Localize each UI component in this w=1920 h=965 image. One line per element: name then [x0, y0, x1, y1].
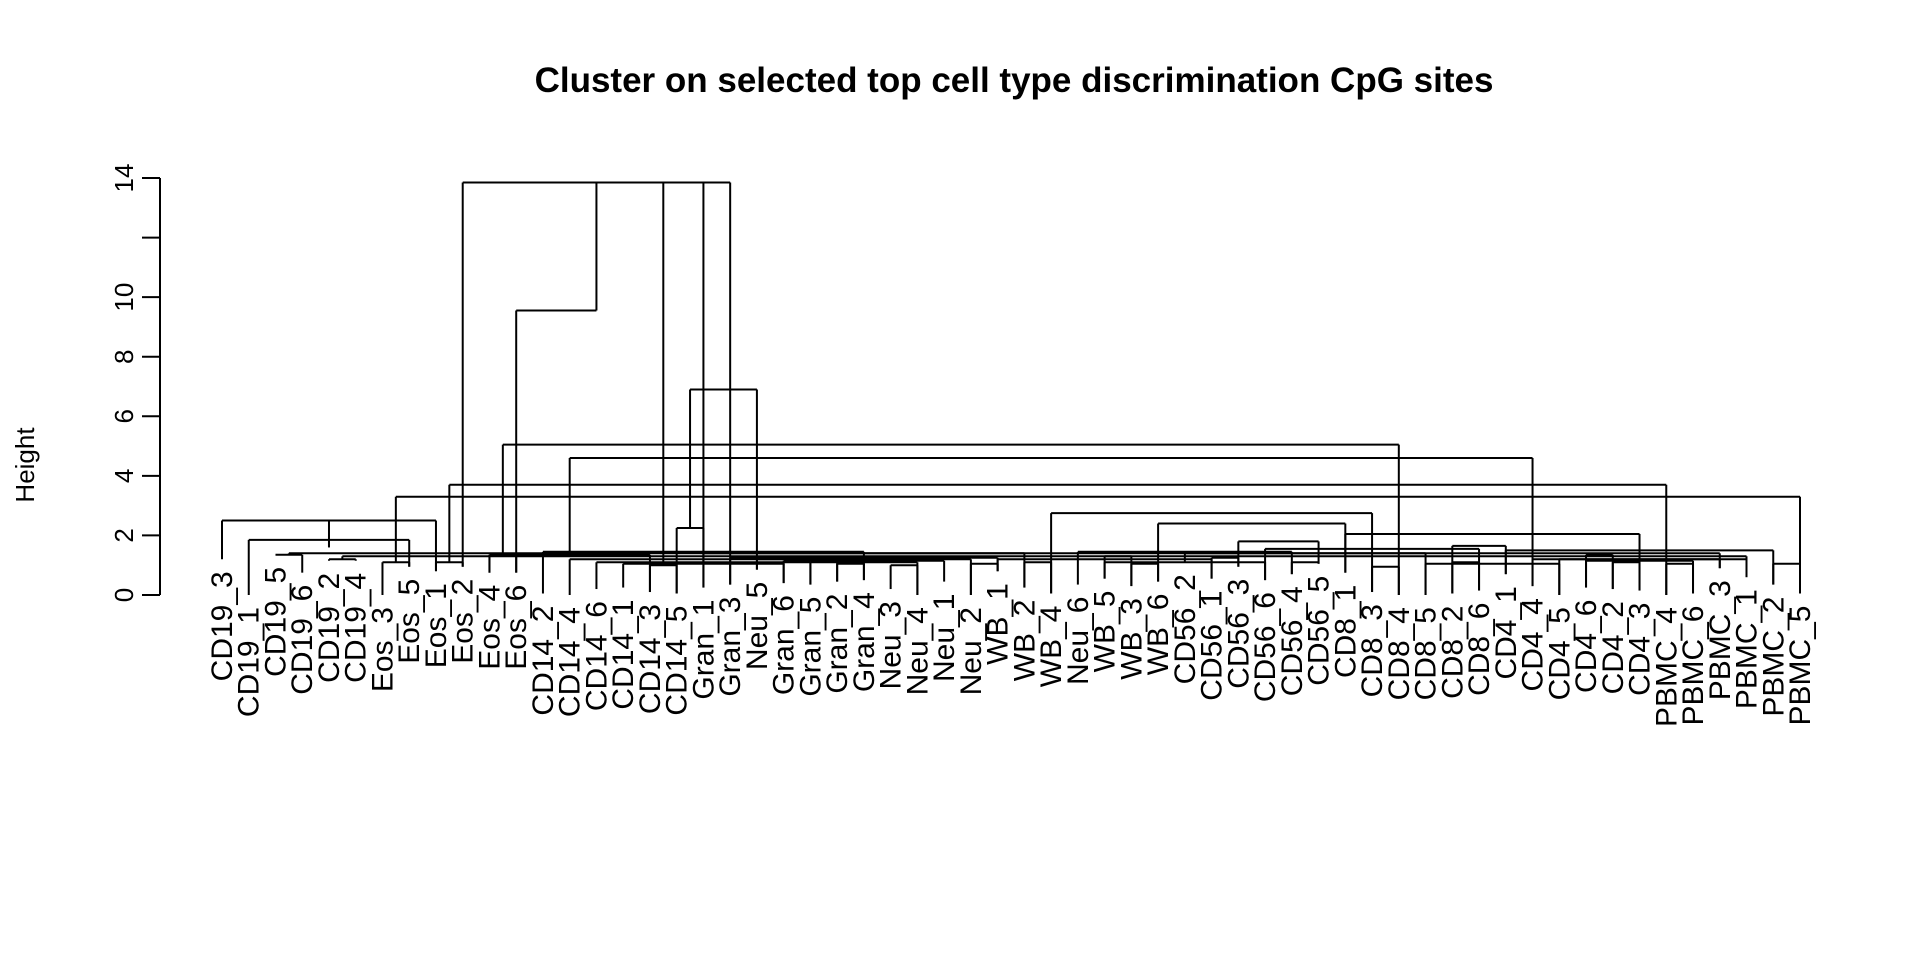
leaf-label: CD56_3: [1222, 579, 1255, 689]
leaf-label: CD8_6: [1463, 603, 1496, 696]
leaf-label: CD4_3: [1624, 603, 1657, 696]
chart-title: Cluster on selected top cell type discri…: [535, 61, 1494, 100]
leaf-label: CD19_5: [259, 567, 292, 677]
leaf-label: Gran_3: [714, 597, 747, 697]
y-tick-label: 0: [109, 588, 139, 602]
leaf-label: PBMC_5: [1784, 606, 1817, 726]
leaf-label: CD19_1: [233, 607, 266, 717]
leaf-label: CD56_4: [1276, 586, 1309, 696]
leaf-label: Gran_1: [687, 600, 720, 700]
leaf-label: CD14_2: [527, 606, 560, 716]
y-tick-label: 10: [109, 283, 139, 312]
leaf-label: Neu_1: [928, 594, 961, 682]
leaf-label: WB_2: [1008, 600, 1041, 682]
leaf-label: WB_4: [1035, 606, 1068, 688]
leaf-label: CD19_4: [340, 573, 373, 683]
leaf-label: CD8_2: [1436, 606, 1469, 699]
leaf-label: Neu_3: [875, 601, 908, 689]
dendrogram-tree: [221, 181, 1801, 595]
leaf-label: CD4_5: [1543, 607, 1576, 700]
leaf-label: PBMC_2: [1757, 597, 1790, 717]
y-tick-label: 14: [109, 164, 139, 193]
leaf-label: CD8_4: [1383, 607, 1416, 700]
leaf-label: WB_6: [1142, 594, 1175, 676]
leaf-label: Gran_4: [848, 592, 881, 692]
leaf-label: CD8_3: [1356, 604, 1389, 697]
leaf-label: CD56_2: [1169, 574, 1202, 684]
y-tick-label: 2: [109, 528, 139, 542]
y-axis-label: Height: [10, 427, 40, 503]
leaf-label: CD4_6: [1570, 600, 1603, 693]
leaf-label: Gran_6: [768, 595, 801, 695]
leaf-label: CD4_4: [1517, 598, 1550, 691]
leaf-label: CD56_1: [1196, 591, 1229, 701]
leaf-label: Eos_5: [393, 579, 426, 664]
leaf-label: CD8_1: [1329, 585, 1362, 678]
leaf-label: CD14_5: [661, 606, 694, 716]
leaf-label: PBMC_6: [1677, 606, 1710, 726]
leaf-label: Eos_6: [500, 585, 533, 670]
leaf-labels: CD19_3CD19_1CD19_5CD19_6CD19_2CD19_4Eos_…: [206, 567, 1817, 727]
leaf-label: CD19_6: [286, 585, 319, 695]
leaf-label: CD4_2: [1597, 601, 1630, 694]
leaf-label: CD14_6: [580, 601, 613, 711]
leaf-label: Eos_1: [420, 583, 453, 668]
leaf-label: Neu_2: [955, 607, 988, 695]
leaf-label: CD14_4: [554, 607, 587, 717]
leaf-label: Gran_2: [821, 594, 854, 694]
leaf-label: Neu_6: [1062, 597, 1095, 685]
leaf-label: Eos_3: [366, 607, 399, 692]
leaf-label: CD19_3: [206, 571, 239, 681]
y-tick-label: 4: [109, 469, 139, 483]
leaf-label: Gran_5: [794, 597, 827, 697]
y-tick-label: 6: [109, 409, 139, 423]
leaf-label: PBMC_1: [1731, 589, 1764, 709]
leaf-label: CD14_1: [607, 600, 640, 710]
leaf-label: Neu_5: [741, 582, 774, 670]
leaf-label: Eos_2: [447, 579, 480, 664]
leaf-label: Neu_4: [901, 607, 934, 695]
leaf-label: WB_1: [982, 583, 1015, 665]
leaf-label: CD56_6: [1249, 592, 1282, 702]
leaf-label: PBMC_4: [1650, 607, 1683, 727]
leaf-label: Eos_4: [473, 585, 506, 670]
leaf-label: WB_3: [1115, 598, 1148, 680]
leaf-label: WB_5: [1089, 591, 1122, 673]
leaf-label: CD56_5: [1303, 576, 1336, 686]
y-axis: 0 2 4 6 8 10 14: [109, 164, 161, 602]
leaf-label: CD4_1: [1490, 586, 1523, 679]
leaf-label: CD19_2: [313, 573, 346, 683]
y-tick-label: 8: [109, 349, 139, 363]
leaf-label: CD8_5: [1410, 607, 1443, 700]
leaf-label: CD14_3: [634, 604, 667, 714]
leaf-label: PBMC_3: [1704, 580, 1737, 700]
